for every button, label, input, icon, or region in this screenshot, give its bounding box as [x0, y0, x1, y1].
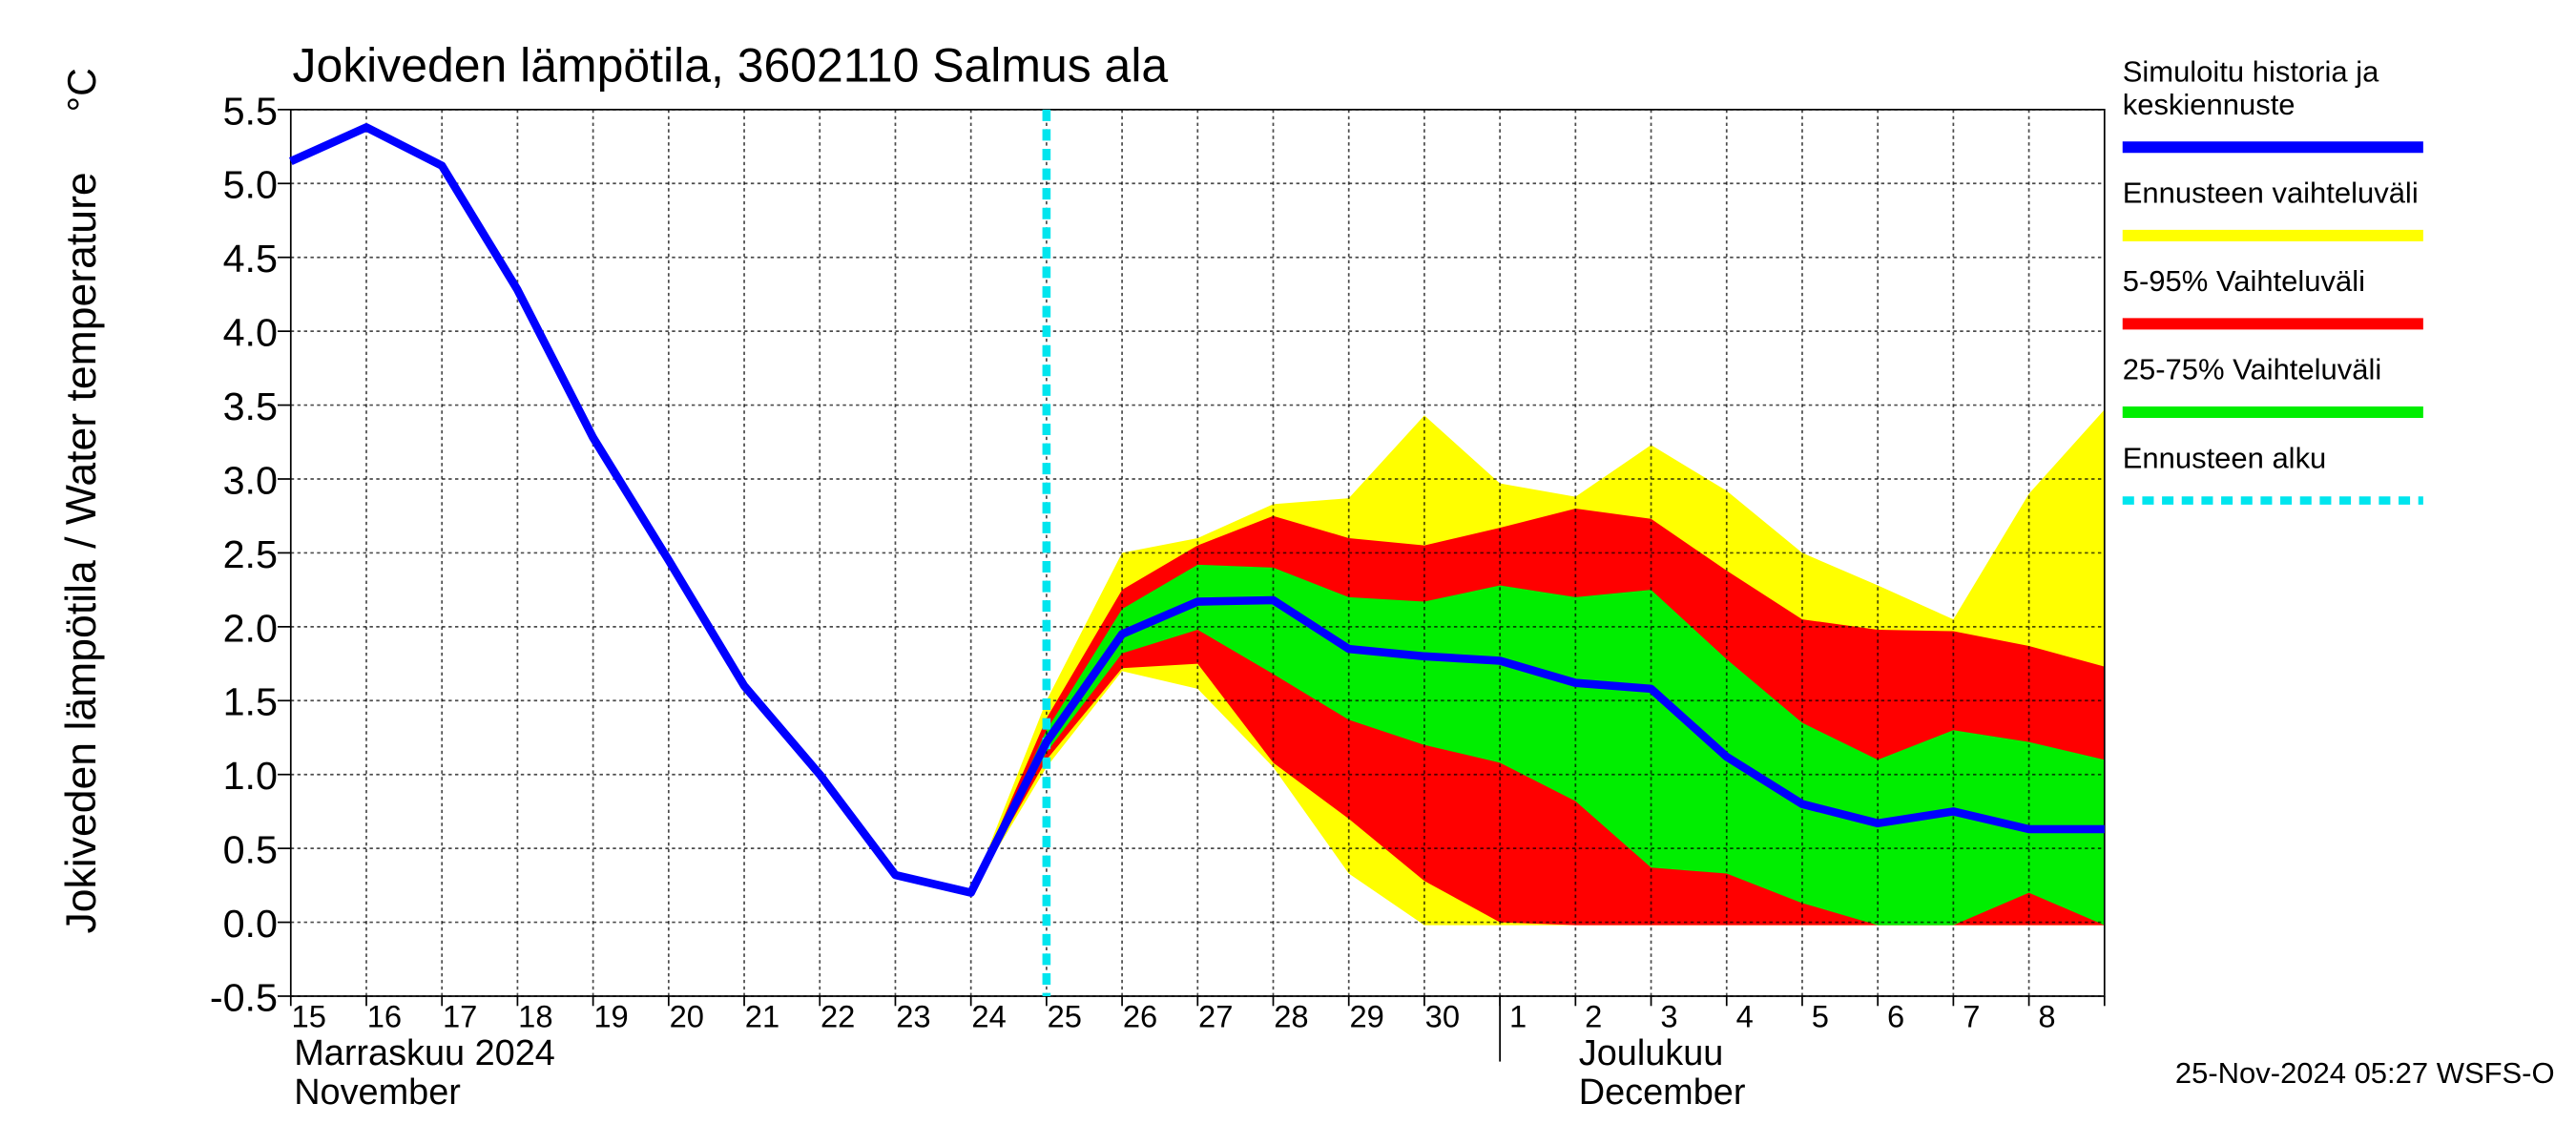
month-label: Marraskuu 2024	[294, 1033, 555, 1073]
x-tick-label: 27	[1198, 999, 1233, 1034]
y-tick-label: 5.0	[223, 163, 278, 207]
month-label: December	[1579, 1072, 1746, 1113]
timestamp: 25-Nov-2024 05:27 WSFS-O	[2175, 1056, 2555, 1090]
x-tick-label: 7	[1963, 999, 1980, 1034]
y-tick-label: 0.0	[223, 902, 278, 946]
y-tick-label: 2.0	[223, 606, 278, 650]
y-axis-unit: °C	[60, 68, 104, 112]
x-tick-label: 26	[1123, 999, 1157, 1034]
band-area	[970, 564, 2105, 926]
x-tick-label: 19	[593, 999, 628, 1034]
month-label: Joulukuu	[1579, 1033, 1724, 1073]
y-tick-label: 3.0	[223, 459, 278, 503]
x-tick-label: 8	[2038, 999, 2055, 1034]
x-tick-label: 3	[1660, 999, 1677, 1034]
x-tick-label: 6	[1887, 999, 1904, 1034]
plot-frame	[289, 109, 2106, 997]
series-line	[289, 123, 2105, 897]
legend-label: Ennusteen vaihteluväli	[2123, 177, 2419, 210]
y-tick-label: 4.0	[223, 311, 278, 355]
y-tick-label: 0.5	[223, 828, 278, 872]
x-tick-label: 25	[1048, 999, 1082, 1034]
x-tick-label: 22	[821, 999, 855, 1034]
x-tick-label: 20	[670, 999, 704, 1034]
x-tick-label: 23	[896, 999, 930, 1034]
legend-label: keskiennuste	[2123, 88, 2296, 121]
legend-label: 5-95% Vaihteluväli	[2123, 264, 2365, 298]
x-tick-label: 2	[1585, 999, 1602, 1034]
legend-label: Ennusteen alku	[2123, 441, 2327, 474]
y-tick-label: 1.0	[223, 754, 278, 798]
y-tick-label: 2.5	[223, 532, 278, 576]
x-tick-label: 29	[1349, 999, 1383, 1034]
month-label: November	[294, 1072, 461, 1113]
x-tick-label: 1	[1509, 999, 1527, 1034]
y-tick-label: -0.5	[210, 976, 278, 1020]
x-tick-label: 16	[367, 999, 402, 1034]
y-tick-label: 5.5	[223, 89, 278, 133]
x-tick-label: 18	[518, 999, 552, 1034]
legend-label: 25-75% Vaihteluväli	[2123, 353, 2381, 386]
chart-title: Jokiveden lämpötila, 3602110 Salmus ala	[293, 39, 1169, 93]
y-axis-label: Jokiveden lämpötila / Water temperature	[58, 172, 105, 933]
x-tick-label: 5	[1812, 999, 1829, 1034]
y-tick-label: 1.5	[223, 680, 278, 724]
y-tick-label: 4.5	[223, 237, 278, 281]
legend-label: Simuloitu historia ja	[2123, 55, 2379, 89]
y-tick-label: 3.5	[223, 385, 278, 428]
x-tick-label: 4	[1736, 999, 1754, 1034]
x-tick-label: 17	[443, 999, 477, 1034]
x-tick-label: 15	[292, 999, 326, 1034]
x-tick-label: 30	[1425, 999, 1460, 1034]
x-tick-label: 21	[745, 999, 779, 1034]
x-tick-label: 24	[971, 999, 1006, 1034]
x-tick-label: 28	[1274, 999, 1308, 1034]
